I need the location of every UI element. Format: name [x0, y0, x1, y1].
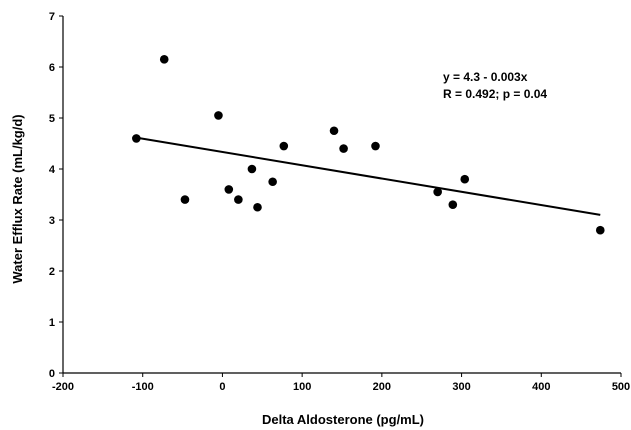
- y-ticks: 0 1 2 3 4 5 6 7: [49, 11, 63, 380]
- x-tick-label: 200: [373, 381, 391, 393]
- y-tick-label: 7: [49, 11, 55, 23]
- data-point: [433, 187, 442, 197]
- data-point: [448, 200, 458, 209]
- y-tick-label: 5: [49, 113, 55, 125]
- x-tick-label: 0: [219, 381, 225, 393]
- data-point: [234, 195, 243, 204]
- y-tick-label: 6: [49, 62, 55, 74]
- data-point: [595, 225, 605, 235]
- x-tick-label: 400: [532, 381, 550, 393]
- data-point: [460, 174, 470, 184]
- data-point: [214, 111, 223, 120]
- x-tick-label: 500: [612, 381, 630, 393]
- data-point: [159, 55, 169, 64]
- regression-line: [134, 136, 601, 216]
- correlation-stats: R = 0.492; p = 0.04: [443, 87, 547, 101]
- data-points: [132, 55, 605, 235]
- data-point: [247, 164, 257, 174]
- x-tick-label: -200: [52, 381, 74, 393]
- y-tick-label: 3: [49, 215, 55, 227]
- data-point: [180, 195, 190, 204]
- data-point: [329, 126, 339, 136]
- x-ticks: -200 -100 0 100 200 300 400 500: [52, 373, 630, 393]
- x-axis-title: Delta Aldosterone (pg/mL): [262, 412, 424, 427]
- x-tick-label: -100: [132, 381, 154, 393]
- data-point: [253, 202, 262, 212]
- data-point: [279, 141, 289, 151]
- y-tick-label: 2: [49, 266, 55, 278]
- data-point: [132, 134, 141, 143]
- regression-equation: y = 4.3 - 0.003x: [443, 70, 528, 84]
- data-point: [224, 185, 234, 194]
- data-point: [268, 177, 277, 187]
- y-tick-label: 1: [49, 317, 55, 329]
- regression-line-group: [134, 136, 601, 216]
- y-tick-label: 4: [49, 164, 56, 176]
- x-tick-label: 300: [452, 381, 470, 393]
- x-tick-label: 100: [293, 381, 311, 393]
- y-axis-title: Water Efflux Rate (mL/kg/d): [10, 114, 25, 283]
- data-point: [339, 144, 348, 153]
- axes: [62, 16, 621, 374]
- y-tick-label: 0: [49, 368, 55, 380]
- data-point: [371, 141, 380, 151]
